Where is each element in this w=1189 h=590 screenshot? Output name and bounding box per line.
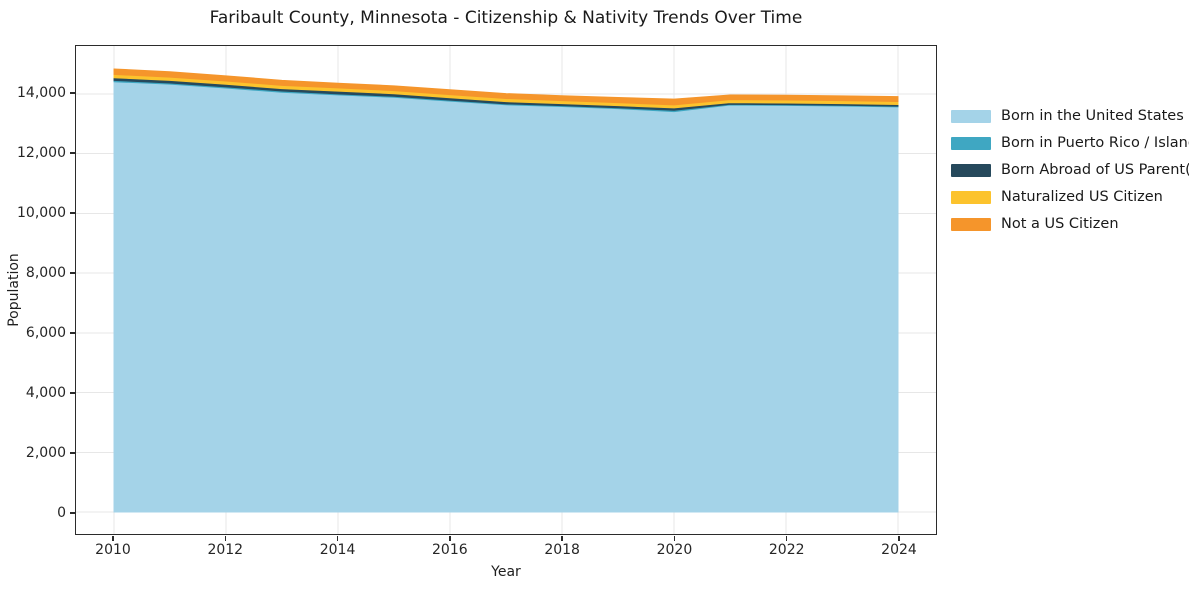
y-tick-label: 12,000 [17, 145, 66, 161]
x-tick-mark [673, 536, 676, 541]
y-tick-label: 0 [57, 505, 66, 521]
area-series [113, 81, 899, 513]
y-tick-mark [70, 512, 75, 514]
y-tick-mark [70, 272, 75, 274]
legend-swatch [951, 190, 991, 204]
x-tick-mark [112, 536, 114, 541]
x-axis-title: Year [491, 564, 521, 580]
legend-label: Born in Puerto Rico / Islands [1001, 135, 1189, 151]
legend-item: Naturalized US Citizen [951, 188, 1177, 206]
y-tick-label: 8,000 [25, 265, 66, 281]
legend-item: Born Abroad of US Parent(s) [951, 161, 1189, 179]
legend-swatch [951, 109, 991, 123]
legend: Born in the United States Born in Puerto … [941, 98, 1189, 242]
x-tick-label: 2018 [544, 542, 580, 558]
y-tick-label: 10,000 [17, 205, 66, 221]
x-tick-mark [561, 536, 563, 541]
plot-area [75, 45, 937, 535]
legend-swatch [951, 136, 991, 150]
x-tick-mark [336, 536, 339, 541]
legend-label: Born in the United States [1001, 108, 1184, 124]
x-tick-mark [449, 536, 451, 541]
legend-swatch [951, 217, 991, 231]
legend-label: Not a US Citizen [1001, 216, 1119, 232]
y-tick-label: 6,000 [25, 325, 66, 341]
x-tick-mark [224, 536, 227, 541]
legend-item: Born in Puerto Rico / Islands [951, 134, 1189, 152]
area-series [113, 68, 899, 106]
legend-label: Naturalized US Citizen [1001, 189, 1163, 205]
y-tick-mark [70, 392, 75, 394]
x-tick-mark [898, 536, 900, 541]
x-tick-label: 2024 [881, 542, 917, 558]
x-tick-label: 2014 [319, 542, 356, 558]
y-tick-mark [70, 452, 75, 454]
x-tick-label: 2022 [768, 542, 805, 558]
y-tick-mark [70, 152, 75, 154]
chart-title: Faribault County, Minnesota - Citizenshi… [209, 8, 803, 28]
y-tick-mark [70, 332, 75, 334]
legend-item: Born in the United States [951, 107, 1184, 125]
x-tick-label: 2010 [95, 542, 131, 558]
chart-svg [76, 46, 936, 534]
legend-swatch [951, 163, 991, 177]
y-tick-label: 2,000 [25, 445, 66, 461]
y-tick-mark [70, 92, 75, 94]
y-tick-mark [70, 212, 75, 214]
legend-label: Born Abroad of US Parent(s) [1001, 162, 1189, 178]
y-tick-label: 4,000 [25, 385, 66, 401]
x-tick-label: 2020 [656, 542, 693, 558]
x-tick-label: 2016 [432, 542, 468, 558]
y-tick-label: 14,000 [17, 85, 66, 101]
x-tick-mark [785, 536, 788, 541]
legend-item: Not a US Citizen [951, 215, 1177, 233]
x-tick-label: 2012 [207, 542, 244, 558]
